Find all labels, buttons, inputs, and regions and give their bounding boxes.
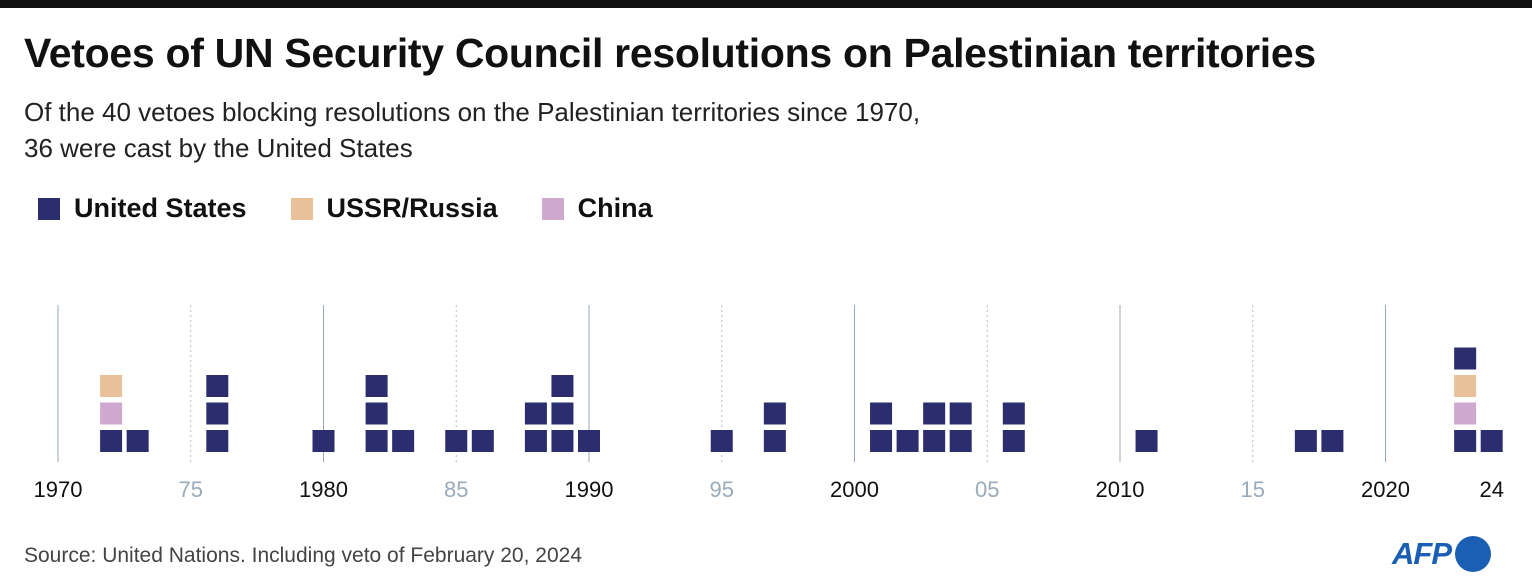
legend-swatch xyxy=(541,197,564,220)
veto-square xyxy=(1002,430,1025,452)
chart-subtitle: Of the 40 vetoes blocking resolutions on… xyxy=(24,94,1124,166)
veto-square xyxy=(763,430,786,452)
veto-square xyxy=(100,402,123,425)
logo-text: AFP xyxy=(1392,536,1452,571)
legend-item-russia: USSR/Russia xyxy=(290,193,498,224)
tick-label: 95 xyxy=(710,477,734,502)
veto-square xyxy=(763,402,786,425)
chart-title: Vetoes of UN Security Council resolution… xyxy=(24,30,1316,76)
tick-label: 75 xyxy=(179,477,203,502)
veto-square xyxy=(524,402,547,425)
veto-square xyxy=(1002,402,1025,425)
veto-square xyxy=(206,430,229,452)
tick-label: 15 xyxy=(1241,477,1265,502)
veto-square xyxy=(1454,430,1477,452)
veto-square xyxy=(870,430,893,452)
source-note: Source: United Nations. Including veto o… xyxy=(24,544,582,567)
veto-square xyxy=(206,402,229,425)
veto-square xyxy=(471,430,494,452)
veto-square xyxy=(126,430,149,452)
subtitle-line: 36 were cast by the United States xyxy=(24,133,413,163)
veto-square xyxy=(392,430,415,452)
afp-logo: AFP xyxy=(1392,536,1491,572)
veto-square xyxy=(1321,430,1344,452)
tick-label: 2020 xyxy=(1361,477,1410,502)
subtitle-line: Of the 40 vetoes blocking resolutions on… xyxy=(24,97,921,127)
veto-square xyxy=(923,430,946,452)
veto-square xyxy=(710,430,733,452)
veto-square xyxy=(524,430,547,452)
veto-square xyxy=(949,402,972,425)
veto-square xyxy=(896,430,919,452)
veto-square xyxy=(365,430,388,452)
veto-square xyxy=(100,430,123,452)
legend-item-china: China xyxy=(541,193,653,224)
legend-label: China xyxy=(577,193,653,223)
tick-label: 1990 xyxy=(565,477,614,502)
veto-square xyxy=(1480,430,1503,452)
veto-square xyxy=(365,375,388,397)
veto-square xyxy=(551,375,574,397)
veto-square xyxy=(206,375,229,397)
legend-label: United States xyxy=(74,193,247,223)
veto-square xyxy=(1135,430,1158,452)
legend-item-us: United States xyxy=(38,193,247,224)
veto-square xyxy=(578,430,600,452)
veto-square xyxy=(100,375,123,397)
legend-swatch xyxy=(38,197,60,220)
veto-square xyxy=(870,402,893,425)
legend-swatch xyxy=(290,197,313,220)
veto-square xyxy=(1454,347,1477,370)
veto-square xyxy=(551,430,574,452)
tick-label: 2010 xyxy=(1096,477,1145,502)
veto-square xyxy=(923,402,946,425)
veto-square xyxy=(1294,430,1317,452)
tick-label: 1980 xyxy=(299,477,348,502)
veto-square xyxy=(1454,375,1477,397)
tick-label: 1970 xyxy=(34,477,83,502)
veto-square xyxy=(551,402,574,425)
top-bar xyxy=(0,0,1532,8)
legend: United States USSR/Russia China xyxy=(38,193,697,224)
legend-label: USSR/Russia xyxy=(326,193,498,223)
tick-label: 05 xyxy=(975,477,999,502)
veto-square xyxy=(445,430,468,452)
veto-square xyxy=(312,430,335,452)
veto-square xyxy=(1454,402,1477,425)
logo-circle xyxy=(1455,536,1491,572)
veto-square xyxy=(949,430,972,452)
tick-label: 2000 xyxy=(830,477,879,502)
tick-label: 85 xyxy=(444,477,468,502)
tick-label: 24 xyxy=(1479,477,1503,502)
veto-square xyxy=(365,402,388,425)
